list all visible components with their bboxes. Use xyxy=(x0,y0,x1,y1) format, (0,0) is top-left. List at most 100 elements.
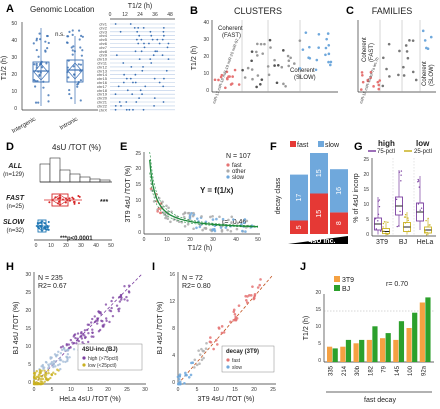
h-point xyxy=(118,307,121,310)
c-point xyxy=(397,73,400,77)
g-point xyxy=(377,200,379,202)
b-point xyxy=(268,38,272,42)
c-point xyxy=(388,75,391,78)
i-point xyxy=(176,375,180,379)
h-point xyxy=(59,346,63,349)
a-chrom-point xyxy=(119,30,122,33)
h-point xyxy=(37,382,40,386)
c-point xyxy=(411,70,415,74)
j-ytick-2: 10 xyxy=(315,324,321,330)
f-value-slow-2: 16 xyxy=(336,187,343,195)
h-xtick-6: 30 xyxy=(142,387,148,393)
h-point xyxy=(96,317,99,321)
a-chrom-point xyxy=(161,54,164,57)
a-chrom-label-chr4: chr4 xyxy=(99,33,108,38)
a-chrom-point xyxy=(151,38,154,41)
b-ytick-2: 20 xyxy=(203,54,209,60)
a-chrom-point xyxy=(138,58,141,60)
e-fit-lower xyxy=(149,172,258,228)
b-point xyxy=(287,59,291,63)
a-point xyxy=(79,46,82,49)
h-point xyxy=(69,338,73,342)
a-chrom-point xyxy=(132,81,134,84)
j-bar-bj-145 xyxy=(398,321,405,362)
j-legend-bj: BJ xyxy=(342,286,350,293)
a-chrom-point xyxy=(166,46,169,49)
i-ytick-3: 12 xyxy=(169,299,175,305)
e-point xyxy=(213,229,217,233)
j-bar-bj-182 xyxy=(372,326,378,362)
f-ylabel: decay class xyxy=(275,177,282,214)
d-point-fast xyxy=(54,196,57,199)
h-point xyxy=(59,351,63,355)
i-point xyxy=(217,327,221,330)
e-ytick-1: 5 xyxy=(138,214,141,220)
g-point xyxy=(425,234,428,236)
a-chrom-point xyxy=(143,46,146,49)
a-chrom-point xyxy=(134,73,137,76)
c-point xyxy=(398,49,401,53)
i-ytick-0: 0 xyxy=(172,380,175,386)
h-point xyxy=(47,366,50,370)
i-point xyxy=(202,356,205,360)
a-chrom-point xyxy=(122,62,125,64)
f-value-fast-0: 5 xyxy=(296,225,303,229)
a-point xyxy=(47,94,50,97)
h-point xyxy=(91,317,94,321)
b-point xyxy=(304,31,308,34)
h-point xyxy=(118,295,121,299)
h-point xyxy=(32,379,36,383)
panel-label-h: H xyxy=(6,261,14,273)
i-point xyxy=(232,308,236,312)
e-legend-slow: slow xyxy=(232,175,245,181)
i-xtick-5: 25 xyxy=(270,387,276,393)
h-point xyxy=(43,373,46,377)
d-hist-bar-3 xyxy=(69,173,81,183)
b-point xyxy=(251,77,254,81)
b-point xyxy=(297,75,301,79)
i-xtick-1: 5 xyxy=(196,387,199,393)
h-point xyxy=(93,315,96,318)
a-chrom-point xyxy=(141,93,143,96)
a-cat-intronic: Intronic xyxy=(59,117,79,132)
a-rtick-0: 0 xyxy=(109,12,112,18)
b-point xyxy=(282,82,285,86)
a-chrom-point xyxy=(142,27,145,29)
b-point xyxy=(256,42,259,46)
a-chrom-point xyxy=(125,101,128,103)
g-point xyxy=(383,230,385,232)
g-point xyxy=(377,213,380,216)
b-point xyxy=(284,85,287,88)
j-cat-79: 79 xyxy=(382,365,388,372)
b-point xyxy=(280,65,284,69)
i-point xyxy=(184,371,187,375)
g-high-sub: 75-pctl xyxy=(377,149,395,155)
a-chrom-point xyxy=(149,58,152,60)
e-point xyxy=(215,217,218,221)
e-point xyxy=(229,229,233,233)
d-hist-bar-1 xyxy=(49,157,61,183)
d-point-slow xyxy=(43,222,46,225)
g-point xyxy=(420,207,423,209)
g-point xyxy=(380,230,382,232)
c-xlabels: miR-15 miR-16 let-7a let-7b xyxy=(358,56,380,105)
h-point xyxy=(51,364,55,367)
d-box-points xyxy=(36,195,81,231)
j-bar-bj-100 xyxy=(412,312,418,362)
g-point xyxy=(387,221,389,224)
a-chrom-point xyxy=(120,105,122,107)
g-point xyxy=(403,216,406,218)
a-chrom-point xyxy=(137,27,140,29)
e-point xyxy=(167,206,170,210)
d-point-slow xyxy=(46,226,49,229)
i-point xyxy=(208,340,212,344)
f-value-slow-0: 17 xyxy=(296,194,303,202)
a-chrom-point xyxy=(128,108,131,111)
d-xtick-3: 30 xyxy=(78,243,84,249)
h-point xyxy=(105,319,108,323)
h-point xyxy=(55,355,58,358)
b-point xyxy=(328,63,332,67)
h-point xyxy=(104,303,108,306)
g-point xyxy=(428,224,430,226)
b-ytick-4: 40 xyxy=(203,20,209,26)
